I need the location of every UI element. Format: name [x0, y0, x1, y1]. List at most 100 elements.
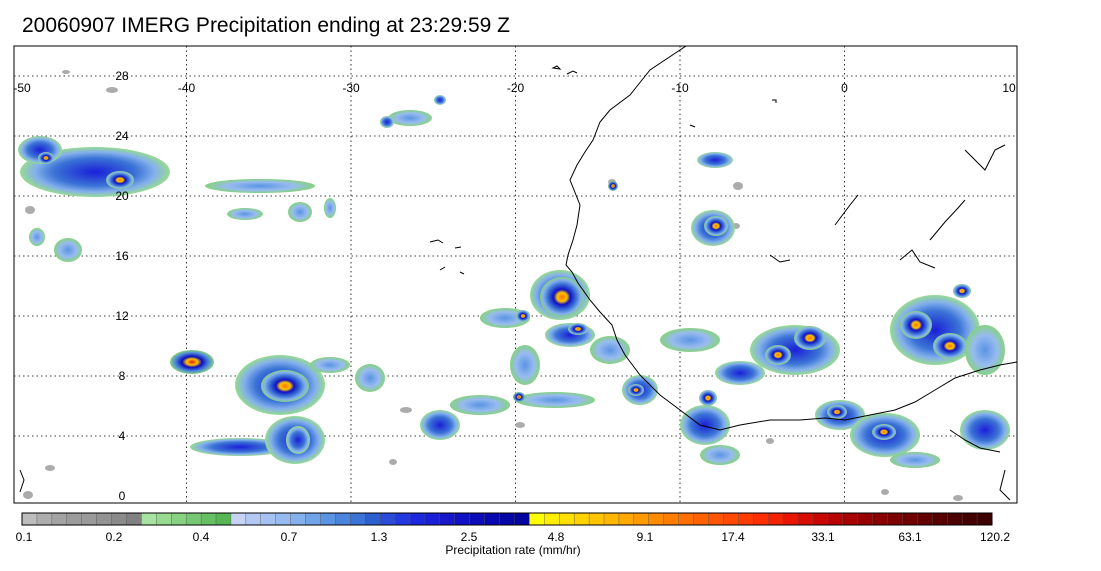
colorbar-cell: [618, 512, 635, 526]
colorbar-cell: [782, 512, 799, 526]
colorbar-cell: [738, 512, 754, 526]
colorbar-cell: [917, 512, 933, 526]
graticule: [14, 46, 1017, 503]
colorbar-cell: [663, 512, 680, 526]
colorbar-cell: [126, 512, 142, 526]
colorbar-tick-label: 9.1: [636, 530, 654, 544]
colorbar-cell: [529, 512, 545, 526]
colorbar-cell: [797, 512, 814, 526]
colorbar-cell: [141, 512, 157, 526]
colorbar-cell: [409, 512, 426, 526]
colorbar-cell: [827, 512, 844, 526]
colorbar-cell: [424, 512, 441, 526]
lat-tick-label: 20: [115, 189, 129, 203]
colorbar-cell: [633, 512, 650, 526]
coastline: [19, 46, 1017, 501]
colorbar-cell: [767, 512, 784, 526]
colorbar-cell: [648, 512, 665, 526]
colorbar-cell: [290, 512, 307, 526]
colorbar-cell: [230, 512, 247, 526]
colorbar-tick-label: 0.7: [280, 530, 298, 544]
colorbar-cell: [559, 512, 575, 526]
colorbar-cell: [872, 512, 889, 526]
colorbar-cell: [350, 512, 366, 526]
colorbar-cell: [171, 512, 187, 526]
colorbar-tick-label: 1.3: [370, 530, 388, 544]
colorbar-cell: [902, 512, 918, 526]
colorbar-tick-label: 4.8: [547, 530, 565, 544]
colorbar-cell: [976, 512, 993, 526]
colorbar-tick-label: 0.1: [15, 530, 33, 544]
colorbar-tick-label: 33.1: [811, 530, 835, 544]
colorbar-cell: [723, 512, 739, 526]
colorbar-cell: [200, 512, 217, 526]
colorbar-cell: [947, 512, 963, 526]
lat-tick-label: 16: [115, 249, 129, 263]
colorbar-cell: [379, 512, 396, 526]
lon-tick-label: -10: [671, 81, 689, 95]
colorbar-cell: [708, 512, 724, 526]
colorbar-cell: [544, 512, 560, 526]
colorbar-cell: [573, 512, 590, 526]
colorbar-cell: [275, 512, 292, 526]
colorbar-cell: [320, 512, 336, 526]
page-title: 20060907 IMERG Precipitation ending at 2…: [22, 14, 510, 37]
colorbar-tick-label: 17.4: [721, 530, 745, 544]
lon-tick-label: -20: [507, 81, 525, 95]
colorbar-cell: [857, 512, 874, 526]
colorbar-cell: [394, 512, 411, 526]
colorbar-cell: [96, 512, 113, 526]
axis-ticks: -50 -40 -30 -20 -10 0 10 28 24 20 16 12 8 4 0: [13, 69, 1016, 503]
lat-tick-label: 4: [119, 429, 126, 443]
colorbar-cell: [215, 512, 232, 526]
colorbar-cell: [439, 512, 456, 526]
colorbar-cell: [678, 512, 695, 526]
colorbar-cell: [21, 512, 38, 526]
colorbar-cell: [36, 512, 53, 526]
colorbar-cell: [499, 512, 515, 526]
colorbar-cell: [335, 512, 351, 526]
colorbar-cell: [603, 512, 620, 526]
colorbar-cell: [753, 512, 769, 526]
colorbar-cell: [454, 512, 471, 526]
colorbar-cell: [514, 512, 530, 526]
lon-tick-label: -50: [13, 81, 31, 95]
colorbar-cell: [66, 512, 83, 526]
colorbar-title: Precipitation rate (mm/hr): [445, 543, 581, 557]
colorbar-cell: [887, 512, 903, 526]
colorbar-cell: [484, 512, 501, 526]
lon-tick-label: -30: [342, 81, 360, 95]
colorbar-cell: [111, 512, 127, 526]
lat-tick-label: 24: [115, 129, 129, 143]
lat-tick-label: 0: [119, 489, 126, 503]
precip-field: [18, 70, 1010, 501]
lon-tick-label: -40: [178, 81, 196, 95]
colorbar-cell: [812, 512, 829, 526]
colorbar-cell: [185, 512, 202, 526]
colorbar-tick-label: 0.4: [192, 530, 210, 544]
colorbar-cell: [932, 512, 948, 526]
colorbar-cell: [469, 512, 486, 526]
colorbar-tick-label: 120.2: [979, 530, 1011, 544]
colorbar-cell: [693, 512, 709, 526]
colorbar-tick-label: 0.2: [105, 530, 123, 544]
colorbar-cell: [961, 512, 978, 526]
colorbar-cell: [365, 512, 381, 526]
colorbar-cell: [588, 512, 605, 526]
colorbar-cell: [156, 512, 172, 526]
lat-tick-label: 8: [119, 369, 126, 383]
colorbar-cell: [81, 512, 98, 526]
colorbar-cell: [842, 512, 859, 526]
colorbar-cell: [305, 512, 321, 526]
lat-tick-label: 12: [115, 309, 129, 323]
colorbar-cell: [260, 512, 277, 526]
lon-tick-label: 0: [841, 81, 848, 95]
lon-tick-label: 10: [1002, 81, 1016, 95]
colorbar-tick-label: 2.5: [460, 530, 478, 544]
colorbar-cell: [51, 512, 68, 526]
islands: [429, 65, 777, 275]
lat-tick-label: 28: [115, 69, 129, 83]
colorbar-cell: [245, 512, 262, 526]
